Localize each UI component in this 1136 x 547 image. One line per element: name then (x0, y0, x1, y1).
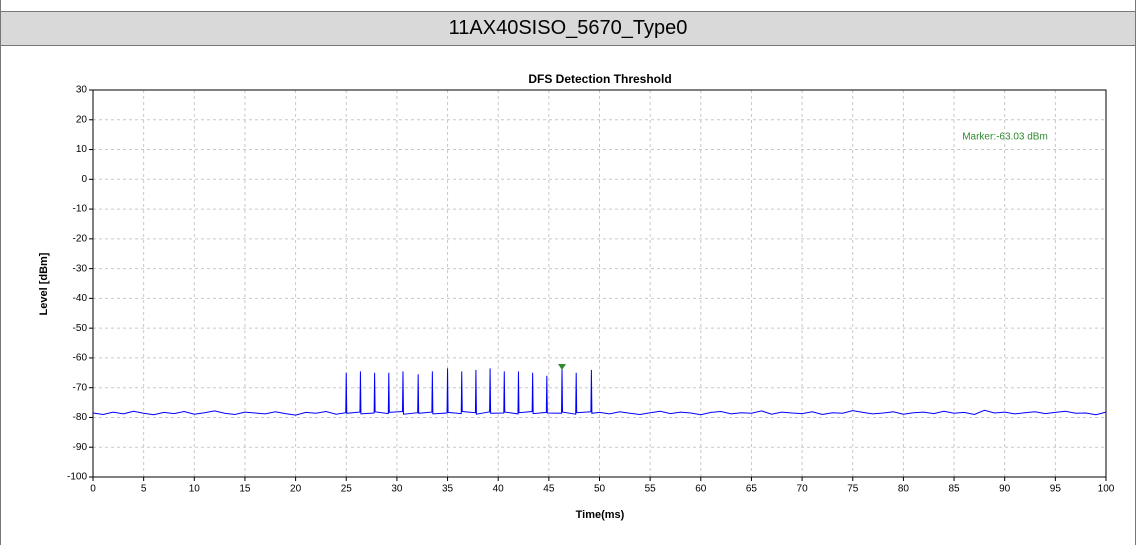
chart: DFS Detection Threshold Time(ms) Level [… (38, 72, 1115, 521)
y-tick-label: 0 (81, 174, 87, 185)
x-tick-label: 30 (391, 484, 403, 495)
x-tick-label: 10 (189, 484, 201, 495)
x-tick-label: 15 (239, 484, 251, 495)
y-tick-label: -10 (73, 204, 88, 215)
chart-title: DFS Detection Threshold (528, 72, 671, 86)
x-tick-label: 40 (493, 484, 505, 495)
x-tick-label: 100 (1098, 484, 1115, 495)
x-tick-label: 75 (847, 484, 859, 495)
trace (92, 368, 1107, 416)
x-tick-label: 80 (898, 484, 910, 495)
x-tick-label: 95 (1050, 484, 1062, 495)
x-tick-label: 35 (442, 484, 454, 495)
plot-frame (92, 89, 1107, 478)
marker (558, 363, 567, 370)
y-tick-label: 20 (76, 114, 88, 125)
x-axis-label: Time(ms) (576, 509, 625, 521)
x-tick-label: 60 (695, 484, 707, 495)
y-tick-label: -90 (73, 442, 88, 453)
y-tick-label: -30 (73, 263, 88, 274)
top-strip (1, 0, 1135, 12)
x-tick-label: 85 (948, 484, 960, 495)
x-tick-label: 90 (999, 484, 1011, 495)
y-tick-label: 30 (76, 85, 88, 96)
x-tick-label: 65 (746, 484, 758, 495)
marker-label: Marker:-63.03 dBm (962, 132, 1048, 143)
x-tick-label: 25 (341, 484, 353, 495)
y-tick-label: -20 (73, 233, 88, 244)
x-tick-label: 45 (543, 484, 555, 495)
x-tick-label: 20 (290, 484, 302, 495)
y-axis-label: Level [dBm] (38, 252, 50, 315)
y-tick-label: 10 (76, 144, 88, 155)
x-tick-label: 0 (90, 484, 96, 495)
y-tick-label: -40 (73, 293, 88, 304)
x-tick-label: 70 (797, 484, 809, 495)
header-title: 11AX40SISO_5670_Type0 (1, 12, 1135, 46)
y-tick-label: -100 (67, 472, 87, 483)
y-tick-label: -70 (73, 382, 88, 393)
x-tick-label: 5 (141, 484, 147, 495)
y-tick-label: -80 (73, 412, 88, 423)
x-tick-label: 55 (645, 484, 657, 495)
y-tick-label: -60 (73, 353, 88, 364)
x-tick-label: 50 (594, 484, 606, 495)
y-tick-label: -50 (73, 323, 88, 334)
